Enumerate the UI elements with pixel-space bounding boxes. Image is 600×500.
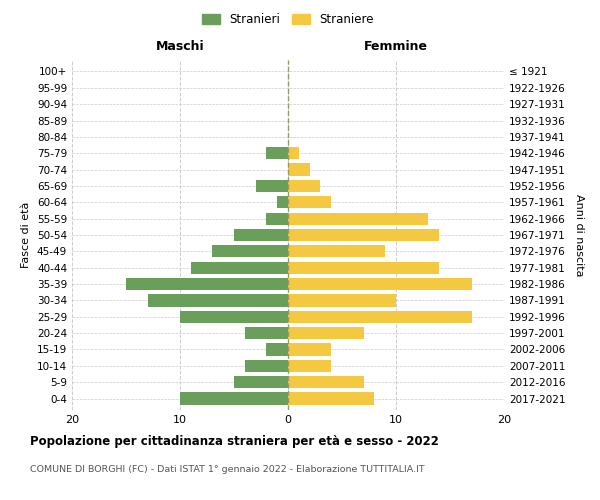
Legend: Stranieri, Straniere: Stranieri, Straniere: [197, 8, 379, 31]
Bar: [126, 278, 288, 290]
Bar: [266, 212, 288, 225]
Text: Maschi: Maschi: [155, 40, 205, 52]
Bar: [266, 344, 288, 355]
Bar: [288, 327, 364, 340]
Bar: [180, 392, 288, 404]
Bar: [234, 229, 288, 241]
Bar: [266, 147, 288, 160]
Bar: [288, 278, 472, 290]
Bar: [288, 310, 472, 323]
Bar: [148, 294, 288, 306]
Bar: [288, 147, 299, 160]
Bar: [288, 344, 331, 355]
Bar: [180, 310, 288, 323]
Bar: [234, 376, 288, 388]
Bar: [288, 212, 428, 225]
Bar: [245, 360, 288, 372]
Text: COMUNE DI BORGHI (FC) - Dati ISTAT 1° gennaio 2022 - Elaborazione TUTTITALIA.IT: COMUNE DI BORGHI (FC) - Dati ISTAT 1° ge…: [30, 465, 425, 474]
Bar: [288, 360, 331, 372]
Bar: [288, 196, 331, 208]
Bar: [212, 245, 288, 258]
Bar: [288, 262, 439, 274]
Bar: [256, 180, 288, 192]
Bar: [191, 262, 288, 274]
Bar: [288, 294, 396, 306]
Bar: [288, 164, 310, 175]
Bar: [288, 376, 364, 388]
Text: Femmine: Femmine: [364, 40, 428, 52]
Y-axis label: Anni di nascita: Anni di nascita: [574, 194, 584, 276]
Bar: [288, 392, 374, 404]
Bar: [288, 245, 385, 258]
Bar: [245, 327, 288, 340]
Bar: [288, 180, 320, 192]
Y-axis label: Fasce di età: Fasce di età: [22, 202, 31, 268]
Text: Popolazione per cittadinanza straniera per età e sesso - 2022: Popolazione per cittadinanza straniera p…: [30, 435, 439, 448]
Bar: [288, 229, 439, 241]
Bar: [277, 196, 288, 208]
